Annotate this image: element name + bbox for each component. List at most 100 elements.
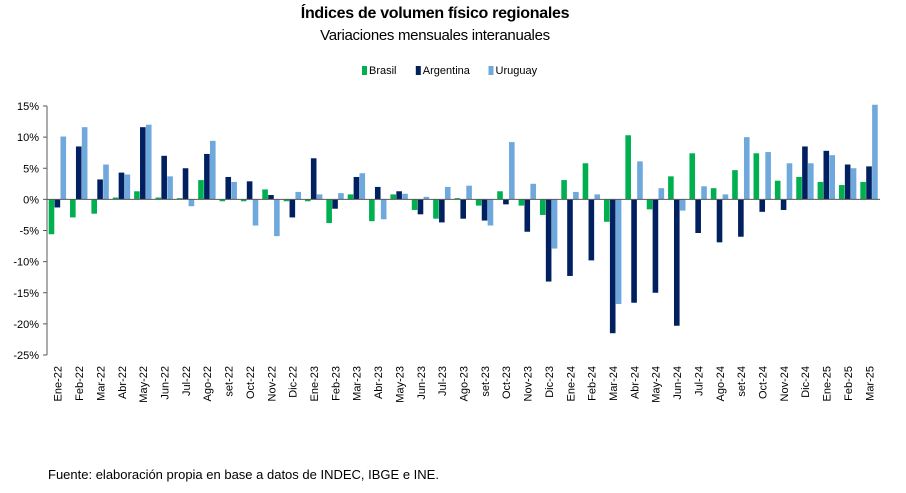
bar-brasil xyxy=(304,199,311,202)
bar-argentina xyxy=(225,176,232,200)
bar-argentina xyxy=(652,199,659,293)
bar-brasil xyxy=(262,189,268,200)
bar-argentina xyxy=(866,166,872,200)
x-tick-label: Nov-23 xyxy=(523,366,535,401)
bar-uruguay xyxy=(637,161,643,200)
bar-uruguay xyxy=(380,199,387,220)
bar-uruguay xyxy=(808,163,814,200)
bar-brasil xyxy=(497,191,503,200)
bar-argentina xyxy=(759,199,766,212)
bar-uruguay xyxy=(60,136,67,200)
bar-brasil xyxy=(625,135,631,200)
y-tick-label: 5% xyxy=(23,163,39,175)
bar-argentina xyxy=(289,199,296,218)
source-note: Fuente: elaboración propia en base a dat… xyxy=(48,467,439,482)
bar-uruguay xyxy=(103,164,109,200)
x-tick-label: Feb-22 xyxy=(74,366,86,401)
x-tick-label: Abr-23 xyxy=(373,366,385,399)
x-tick-label: Dic-23 xyxy=(544,366,556,398)
bar-uruguay xyxy=(722,194,729,200)
bar-uruguay xyxy=(145,124,152,200)
legend-swatch-uruguay xyxy=(488,66,494,75)
y-tick-label: -25% xyxy=(13,350,39,362)
bar-argentina xyxy=(332,199,338,209)
y-tick-label: 15% xyxy=(17,101,39,113)
bar-brasil xyxy=(283,199,290,202)
bar-uruguay xyxy=(594,194,601,200)
x-tick-label: May-24 xyxy=(651,366,663,403)
bar-brasil xyxy=(219,199,226,202)
bar-brasil xyxy=(155,197,162,200)
bar-argentina xyxy=(374,186,381,200)
bar-uruguay xyxy=(551,199,558,249)
bar-brasil xyxy=(668,176,674,200)
bar-argentina xyxy=(481,199,488,221)
bar-uruguay xyxy=(124,174,131,200)
bar-uruguay xyxy=(402,193,408,200)
bar-uruguay xyxy=(231,181,237,200)
x-tick-label: Oct-24 xyxy=(758,366,770,399)
bar-brasil xyxy=(646,199,653,210)
bar-argentina xyxy=(567,199,573,276)
bar-uruguay xyxy=(252,199,259,226)
bar-argentina xyxy=(182,168,189,200)
x-tick-label: set-24 xyxy=(736,366,748,397)
bar-brasil xyxy=(198,180,204,200)
bar-argentina xyxy=(204,153,210,200)
bar-brasil xyxy=(774,180,781,200)
bar-brasil xyxy=(326,199,332,224)
x-tick-label: Ago-24 xyxy=(715,366,727,401)
bar-uruguay xyxy=(167,176,173,200)
bar-uruguay xyxy=(338,193,344,200)
bar-brasil xyxy=(390,194,397,200)
bar-argentina xyxy=(609,199,616,334)
bar-brasil xyxy=(561,180,567,200)
x-tick-label: set-23 xyxy=(480,366,492,397)
x-tick-label: Jun-22 xyxy=(159,366,171,400)
bar-brasil xyxy=(689,153,696,200)
bar-uruguay xyxy=(573,191,579,200)
bar-brasil xyxy=(539,199,546,215)
bar-argentina xyxy=(631,199,637,303)
bar-argentina xyxy=(161,155,167,200)
bar-argentina xyxy=(75,146,82,200)
bar-argentina xyxy=(353,176,360,200)
bar-uruguay xyxy=(209,140,216,200)
bar-argentina xyxy=(439,199,445,223)
x-tick-label: set-22 xyxy=(224,366,236,397)
bar-uruguay xyxy=(423,196,430,200)
bar-argentina xyxy=(246,181,253,200)
bar-argentina xyxy=(268,195,274,200)
legend-label-argentina: Argentina xyxy=(423,65,471,77)
y-tick-label: -15% xyxy=(13,288,39,300)
x-tick-label: Ene-25 xyxy=(822,366,834,401)
bar-argentina xyxy=(503,199,509,205)
x-tick-label: Nov-24 xyxy=(779,366,791,401)
bar-argentina xyxy=(54,199,61,208)
y-tick-label: 0% xyxy=(23,194,39,206)
bar-argentina xyxy=(310,158,317,200)
bar-uruguay xyxy=(829,155,835,200)
bar-argentina xyxy=(802,146,808,200)
x-tick-label: Abr-22 xyxy=(117,366,129,399)
bar-brasil xyxy=(347,194,354,200)
bar-brasil xyxy=(582,163,589,200)
bar-uruguay xyxy=(274,199,280,237)
bar-argentina xyxy=(673,199,680,326)
bar-uruguay xyxy=(743,137,750,200)
bar-brasil xyxy=(411,199,418,210)
x-tick-label: Jun-24 xyxy=(672,366,684,400)
bar-argentina xyxy=(844,164,851,200)
bar-uruguay xyxy=(765,152,771,200)
x-tick-label: Mar-24 xyxy=(608,366,620,401)
bar-brasil xyxy=(838,185,845,200)
x-tick-label: Mar-22 xyxy=(95,366,107,401)
x-tick-label: Jul-24 xyxy=(693,366,705,396)
bar-argentina xyxy=(780,199,787,210)
bar-uruguay xyxy=(701,186,707,200)
bar-brasil xyxy=(604,199,610,222)
bar-brasil xyxy=(176,198,183,200)
bar-brasil xyxy=(240,199,247,202)
bar-argentina xyxy=(524,199,531,232)
y-tick-label: -5% xyxy=(19,226,39,238)
